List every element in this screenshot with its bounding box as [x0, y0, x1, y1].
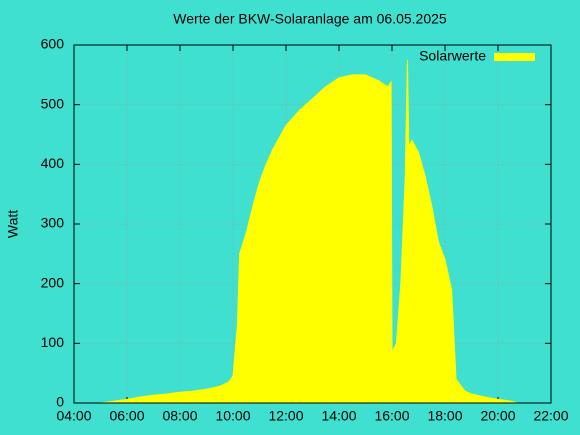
y-tick-label: 200: [41, 274, 65, 290]
x-tick-label: 20:00: [480, 408, 515, 424]
y-tick-label: 400: [41, 155, 65, 171]
plot-border: [73, 44, 552, 404]
x-tick-label: 18:00: [427, 408, 462, 424]
y-tick-label: 300: [41, 215, 65, 231]
x-tick-label: 08:00: [162, 408, 197, 424]
y-tick-label: 500: [41, 95, 65, 111]
y-tick-label: 100: [41, 334, 65, 350]
legend-swatch: [494, 53, 535, 61]
legend-label: Solarwerte: [419, 48, 486, 64]
x-tick-label: 10:00: [215, 408, 250, 424]
y-tick-label: 0: [56, 394, 64, 410]
chart-title: Werte der BKW-Solaranlage am 06.05.2025: [173, 11, 447, 27]
y-axis-label: Watt: [5, 210, 21, 238]
x-tick-label: 12:00: [268, 408, 303, 424]
x-tick-label: 04:00: [56, 408, 91, 424]
x-tick-label: 16:00: [374, 408, 409, 424]
area: [100, 59, 519, 404]
x-tick-label: 22:00: [533, 408, 568, 424]
x-tick-label: 14:00: [321, 408, 356, 424]
y-tick-label: 600: [41, 36, 65, 52]
x-tick-label: 06:00: [109, 408, 144, 424]
